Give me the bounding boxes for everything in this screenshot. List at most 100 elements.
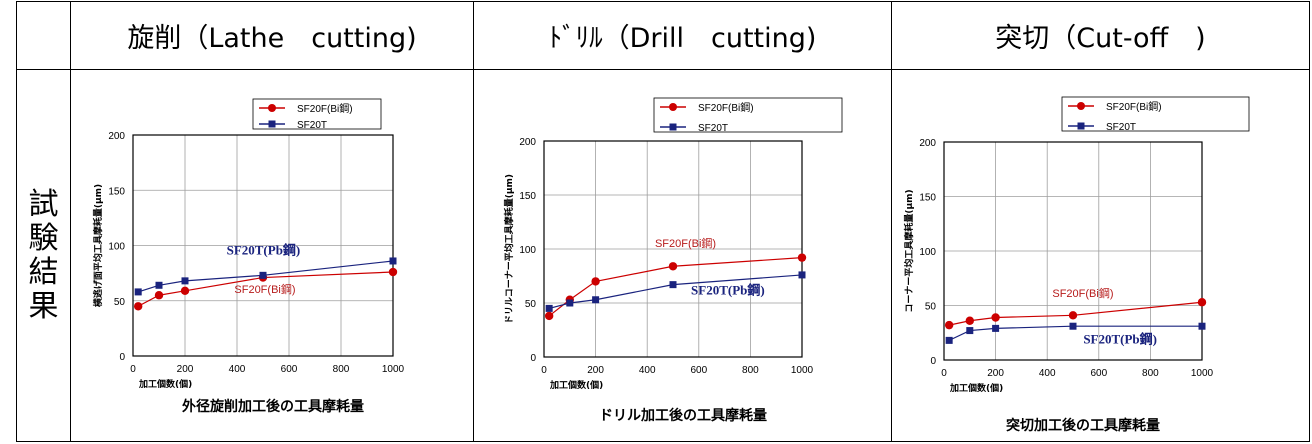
x-axis-label: 加工個数(個): [949, 382, 1003, 394]
legend-label: SF20T: [297, 120, 327, 131]
data-point-sf20f: [1197, 298, 1207, 307]
data-point-sf20t: [798, 271, 806, 279]
data-point-sf20t: [966, 327, 974, 335]
data-point-sf20f: [134, 302, 143, 311]
plot-frame: [132, 134, 394, 357]
x-tick-label: 600: [281, 364, 298, 375]
chart-lathe-tool-wear: 0 200 400 600 800 1000 0 50 100 150 200 加工個数(個) 横逃げ面…: [92, 98, 405, 415]
data-point-sf20f: [180, 286, 190, 296]
row-label-test-results: 試験結果: [17, 186, 70, 324]
data-point-sf20t: [134, 288, 142, 296]
legend-marker-square: [669, 123, 677, 131]
annotation-sf20t-pb: SF20T(Pb鋼): [1083, 332, 1157, 347]
corner-cell: [16, 1, 71, 70]
x-tick-label: 400: [229, 364, 246, 375]
row-label-char-0: 試: [28, 186, 59, 222]
annotation-sf20t-pb: SF20T(Pb鋼): [227, 242, 301, 257]
chart-cell-cutoff: 0 200 400 600 800 1000 0 50 100 150 200 加工個数(個) コーナー…: [891, 69, 1310, 442]
x-tick-label: 0: [941, 368, 947, 379]
legend-marker-square: [268, 120, 276, 128]
legend-label: SF20F(Bi鋼): [698, 101, 754, 114]
x-tick-label: 600: [1090, 368, 1107, 379]
x-tick-label: 1000: [382, 364, 405, 375]
y-tick-label: 0: [530, 353, 536, 364]
y-tick-label: 100: [108, 242, 125, 253]
x-tick-label: 0: [541, 365, 547, 376]
x-tick-label: 600: [690, 365, 707, 376]
data-point-sf20t: [155, 281, 163, 289]
row-label-char-2: 結: [28, 254, 59, 290]
header-drill-cutting: ﾄﾞﾘﾙ（Drill cutting): [473, 1, 892, 70]
header-lathe-cutting: 旋削（Lathe cutting): [70, 1, 474, 70]
legend-marker-circle: [268, 104, 276, 112]
header-row: 旋削（Lathe cutting) ﾄﾞﾘﾙ（Drill cutting) 突切…: [16, 1, 1310, 70]
data-point-sf20t: [545, 304, 553, 312]
data-point-sf20f: [591, 277, 600, 286]
header-cut-off: 突切（Cut-off ): [891, 1, 1310, 70]
x-tick-label: 400: [1039, 368, 1056, 379]
chart-caption: 突切加工後の工具摩耗量: [1006, 417, 1160, 434]
y-tick-label: 150: [519, 191, 536, 202]
annotation-sf20f-bi: SF20F(Bi鋼): [655, 236, 716, 250]
y-tick-label: 50: [525, 299, 537, 310]
legend-box: [653, 97, 843, 133]
chart-caption: ドリル加工後の工具摩耗量: [599, 407, 767, 424]
legend-label: SF20F(Bi鋼): [297, 102, 353, 115]
row-label-char-1: 験: [28, 220, 59, 256]
x-tick-label: 800: [742, 365, 759, 376]
x-tick-label: 200: [987, 368, 1004, 379]
data-point-sf20f: [668, 262, 678, 271]
annotation-sf20f-bi: SF20F(Bi鋼): [1052, 286, 1113, 300]
chart-drill-tool-wear: 0 200 400 600 800 1000 0 50 100 150 200 加工個数(個) ドリルコ…: [503, 97, 843, 424]
data-point-sf20f: [965, 316, 974, 325]
plot-frame: [543, 140, 803, 358]
x-tick-label: 800: [1142, 368, 1159, 379]
legend-label: SF20T: [1106, 122, 1136, 133]
legend-marker-square: [1077, 122, 1085, 130]
results-table: 旋削（Lathe cutting) ﾄﾞﾘﾙ（Drill cutting) 突切…: [16, 1, 1310, 442]
data-point-sf20f: [991, 313, 1000, 322]
y-tick-label: 100: [519, 245, 536, 256]
y-tick-label: 50: [925, 302, 937, 313]
x-tick-label: 1000: [1191, 368, 1214, 379]
legend-label: SF20T: [698, 123, 728, 134]
data-point-sf20t: [1198, 322, 1206, 330]
chart-cutoff-tool-wear: 0 200 400 600 800 1000 0 50 100 150 200 加工個数(個) コーナー…: [903, 96, 1250, 434]
y-axis-label: 横逃げ面平均工具摩耗量(μm): [92, 184, 104, 307]
chart-caption: 外径旋削加工後の工具摩耗量: [182, 398, 364, 415]
y-tick-label: 200: [519, 137, 536, 148]
row-label-cell: 試験結果: [16, 69, 71, 442]
annotation-sf20f-bi: SF20F(Bi鋼): [234, 282, 295, 296]
result-row: 試験結果 0 200 400 600 800 1000 0 50 100 150 200 加工個数(個…: [16, 69, 1310, 442]
y-tick-label: 0: [119, 352, 125, 363]
data-point-sf20f: [797, 253, 807, 262]
data-point-sf20t: [945, 336, 953, 344]
x-tick-label: 1000: [791, 365, 814, 376]
legend-marker-circle: [1077, 102, 1085, 110]
y-tick-label: 200: [108, 131, 125, 142]
y-tick-label: 200: [919, 138, 936, 149]
data-point-sf20t: [566, 299, 574, 307]
plot-frame: [943, 141, 1203, 361]
data-point-sf20f: [388, 267, 398, 277]
x-tick-label: 400: [639, 365, 656, 376]
x-axis-label: 加工個数(個): [549, 379, 603, 391]
data-point-sf20t: [259, 271, 267, 279]
row-label-char-3: 果: [28, 288, 59, 324]
data-point-sf20t: [389, 257, 397, 265]
annotation-sf20t-pb: SF20T(Pb鋼): [691, 282, 765, 297]
x-axis-label: 加工個数(個): [138, 378, 192, 390]
legend-label: SF20F(Bi鋼): [1106, 100, 1162, 113]
y-tick-label: 150: [919, 193, 936, 204]
data-point-sf20f: [1068, 311, 1078, 320]
data-point-sf20f: [544, 311, 554, 321]
x-tick-label: 200: [177, 364, 194, 375]
y-tick-label: 0: [930, 356, 936, 367]
data-point-sf20f: [944, 320, 954, 330]
legend-marker-circle: [669, 103, 677, 111]
x-tick-label: 800: [333, 364, 350, 375]
y-tick-label: 100: [919, 247, 936, 258]
data-point-sf20t: [669, 281, 677, 289]
y-axis-label: ドリルコーナー平均工具摩耗量(μm): [503, 174, 515, 324]
